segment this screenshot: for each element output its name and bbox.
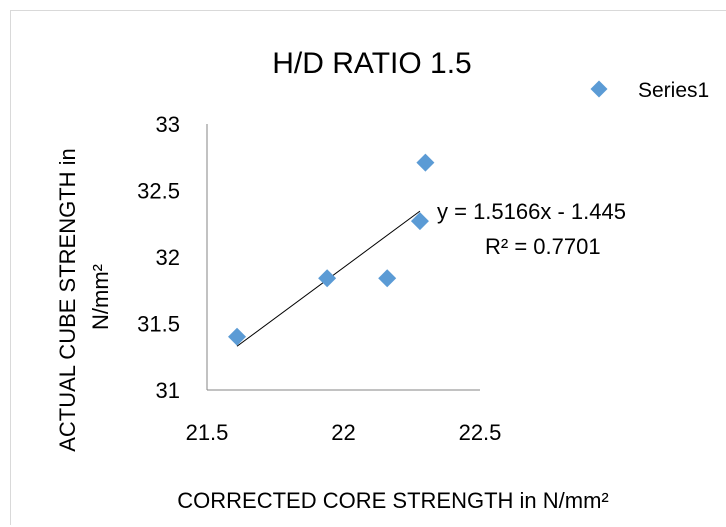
y-axis-title-line-1: ACTUAL CUBE STRENGTH in bbox=[55, 148, 80, 452]
y-axis-title-line-2: N/mm² bbox=[88, 264, 113, 330]
y-tick-label: 33 bbox=[156, 112, 180, 137]
y-tick-label: 31.5 bbox=[137, 312, 180, 337]
x-tick-labels: 21.5 22 22.5 bbox=[186, 420, 502, 445]
data-point bbox=[228, 327, 247, 346]
data-point bbox=[416, 153, 435, 172]
x-axis-title: CORRECTED CORE STRENGTH in N/mm² bbox=[177, 488, 608, 513]
legend-label: Series1 bbox=[638, 79, 709, 102]
data-point bbox=[318, 269, 337, 288]
data-point bbox=[378, 269, 397, 288]
y-tick-label: 31 bbox=[156, 378, 180, 403]
y-tick-labels: 31 31.5 32 32.5 33 bbox=[137, 112, 180, 403]
chart-title: H/D RATIO 1.5 bbox=[272, 47, 471, 80]
x-tick-label: 21.5 bbox=[186, 420, 229, 445]
trendline-equation: y = 1.5166x - 1.445 bbox=[437, 199, 626, 224]
data-point bbox=[410, 212, 429, 231]
chart-area bbox=[10, 10, 726, 525]
legend-marker-icon bbox=[590, 80, 608, 98]
trendline-r-squared: R² = 0.7701 bbox=[485, 234, 601, 259]
legend: Series1 bbox=[590, 79, 709, 102]
y-tick-label: 32 bbox=[156, 245, 180, 270]
x-tick-label: 22.5 bbox=[459, 420, 502, 445]
x-tick-label: 22 bbox=[331, 420, 355, 445]
data-points bbox=[228, 153, 435, 346]
y-tick-label: 32.5 bbox=[137, 179, 180, 204]
